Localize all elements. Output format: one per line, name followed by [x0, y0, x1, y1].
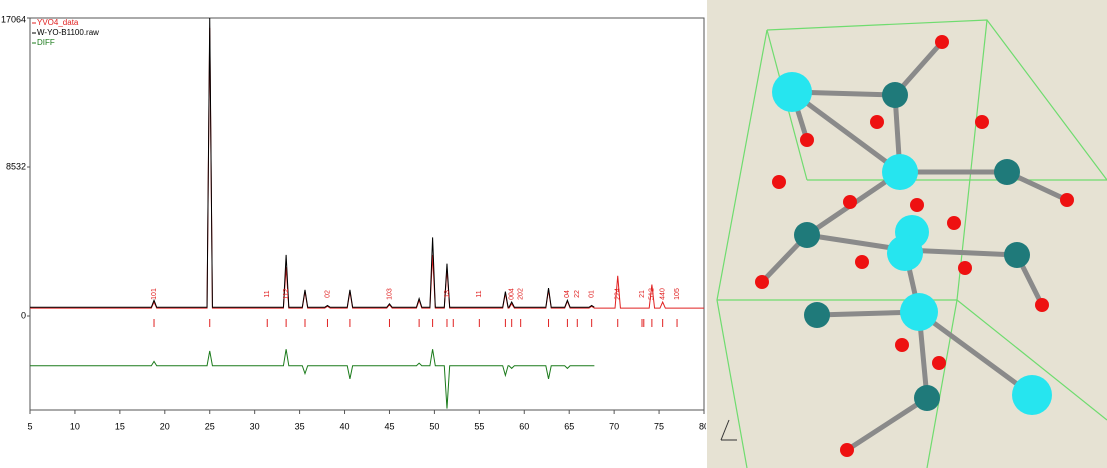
hkl-label: 02	[324, 290, 331, 298]
x-tick-label: 20	[160, 421, 170, 431]
hkl-label: 11	[476, 290, 483, 297]
hkl-label: 13	[444, 290, 451, 298]
x-tick-label: 75	[654, 421, 664, 431]
crystal-structure	[707, 0, 1107, 468]
x-tick-label: 25	[205, 421, 215, 431]
y-tick-label: 0	[21, 310, 26, 320]
x-tick-label: 10	[70, 421, 80, 431]
x-tick-label: 70	[609, 421, 619, 431]
xrd-chart: 0 8532 17064 5 10 15 20 25 30 35 40 45 50 55 60 65 70 75 8…	[1, 14, 706, 431]
x-tick-label: 50	[429, 421, 439, 431]
hkl-label: 01	[589, 290, 596, 298]
hkl-label: 11	[264, 290, 271, 297]
hkl-label: 112	[283, 288, 290, 299]
series-line	[30, 17, 595, 308]
hkl-label: 004	[509, 288, 516, 300]
x-tick-label: 40	[340, 421, 350, 431]
x-tick-label: 65	[564, 421, 574, 431]
legend-label: YVO4_data	[37, 18, 79, 27]
x-tick-label: 45	[384, 421, 394, 431]
hkl-label: 04	[564, 290, 571, 298]
legend-label: W-YO-B1100.raw	[37, 28, 99, 37]
x-tick-label: 30	[250, 421, 260, 431]
y-tick-label: 8532	[6, 161, 26, 171]
series-line	[30, 349, 595, 409]
y-tick-label: 17064	[1, 14, 26, 24]
x-tick-label: 35	[295, 421, 305, 431]
hkl-label: 103	[386, 288, 393, 300]
x-tick-label: 15	[115, 421, 125, 431]
hkl-label: 224	[615, 288, 622, 300]
x-tick-label: 80	[699, 421, 706, 431]
hkl-label: 512	[649, 288, 656, 300]
hkl-label: 21	[639, 290, 646, 298]
hkl-label: 440	[660, 288, 667, 300]
x-tick-label: 55	[474, 421, 484, 431]
hkl-label: 101	[151, 288, 158, 300]
x-tick-label: 5	[27, 421, 32, 431]
hkl-label: 105	[674, 288, 681, 300]
x-tick-label: 60	[519, 421, 529, 431]
hkl-label: 22	[574, 290, 581, 298]
legend-label: DIFF	[37, 38, 55, 47]
hkl-label: 202	[518, 288, 525, 300]
plot-frame	[29, 17, 705, 411]
